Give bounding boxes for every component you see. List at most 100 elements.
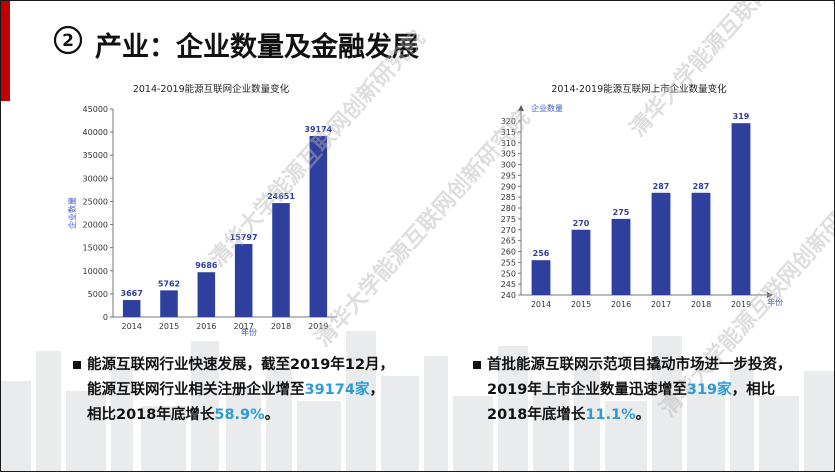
data-label-2019: 39174 — [304, 125, 332, 134]
y-tick-label: 15000 — [83, 244, 108, 253]
bar-2018 — [691, 192, 711, 295]
x-tick-label: 2015 — [571, 300, 591, 309]
data-label-2017: 287 — [653, 182, 670, 191]
y-tick-label: 290 — [501, 182, 516, 191]
y-tick-label: 315 — [501, 128, 516, 137]
y-axis-label: 企业数量 — [67, 197, 77, 229]
text: 2018年底增长 — [487, 407, 586, 423]
text: 。 — [264, 407, 280, 423]
svg-text:2: 2 — [62, 31, 74, 51]
bar-2014 — [122, 300, 141, 317]
x-tick-label: 2014 — [121, 322, 141, 331]
bullet-right-line2: 2019年上市企业数量迅速增至319家，相比 — [473, 378, 792, 403]
chart-listed-enterprise-count: 2014-2019能源互联网上市企业数量变化企业数量24024525025526… — [501, 83, 783, 309]
bullet-right-line3: 2018年底增长11.1%。 — [473, 403, 792, 428]
y-tick-label: 30000 — [83, 174, 108, 183]
x-tick-label: 2016 — [611, 300, 631, 309]
text: 相比2018年底增长 — [87, 407, 215, 423]
data-label-2015: 5762 — [158, 279, 180, 288]
section-number-badge: 2 — [53, 25, 83, 55]
y-tick-label: 275 — [501, 215, 516, 224]
bullet-right-line1: 首批能源互联网示范项目撬动市场进一步投资， — [487, 357, 792, 373]
x-axis-arrow — [767, 292, 773, 298]
y-tick-label: 260 — [501, 248, 516, 257]
text: ， — [369, 382, 384, 398]
bullet-marker — [473, 361, 481, 369]
y-tick-label: 285 — [501, 193, 516, 202]
bar-2015 — [160, 290, 178, 317]
y-tick-label: 240 — [501, 291, 516, 300]
y-tick-label: 20000 — [83, 221, 108, 230]
x-tick-label: 2019 — [308, 322, 328, 331]
page-title: 产业：企业数量及金融发展 — [95, 32, 419, 63]
bar-2015 — [571, 229, 591, 295]
x-tick-label: 2019 — [731, 300, 751, 309]
bar-2019 — [731, 123, 751, 295]
data-label-2016: 275 — [613, 208, 630, 217]
data-label-2018: 287 — [693, 182, 710, 191]
y-tick-label: 40000 — [83, 128, 108, 137]
data-label-2017: 15797 — [230, 233, 258, 242]
data-label-2019: 319 — [733, 112, 750, 121]
data-label-2016: 9686 — [195, 261, 218, 270]
text: 能源互联网行业相关注册企业增至 — [87, 382, 305, 398]
y-tick-label: 250 — [501, 269, 516, 278]
y-tick-label: 320 — [501, 117, 516, 126]
highlight-value: 58.9% — [214, 407, 265, 423]
x-tick-label: 2017 — [233, 322, 253, 331]
x-axis-label: 年份 — [767, 297, 783, 307]
y-tick-label: 245 — [501, 280, 516, 289]
y-tick-label: 295 — [501, 171, 516, 180]
y-tick-label: 25000 — [83, 197, 108, 206]
y-tick-label: 300 — [501, 161, 516, 170]
accent-bar — [1, 1, 10, 101]
y-tick-label: 0 — [103, 313, 108, 322]
data-label-2018: 24651 — [267, 192, 295, 201]
bullet-left-line1: 能源互联网行业快速发展，截至2019年12月， — [87, 357, 395, 373]
bar-2017 — [651, 192, 671, 295]
y-tick-label: 305 — [501, 150, 516, 159]
x-tick-label: 2018 — [271, 322, 291, 331]
skyline-background — [1, 331, 834, 471]
x-tick-label: 2016 — [196, 322, 216, 331]
chart-title: 2014-2019能源互联网企业数量变化 — [133, 83, 290, 95]
y-tick-label: 280 — [501, 204, 516, 213]
bar-2016 — [197, 272, 216, 317]
y-axis-arrow — [518, 105, 524, 111]
text: ，相比 — [731, 382, 776, 398]
bullet-right: 首批能源互联网示范项目撬动市场进一步投资， 2019年上市企业数量迅速增至319… — [473, 353, 792, 428]
y-axis-label: 企业数量 — [531, 103, 563, 113]
data-label-2014: 3667 — [121, 289, 143, 298]
x-tick-label: 2018 — [691, 300, 711, 309]
y-tick-label: 35000 — [83, 151, 108, 160]
highlight-value: 39174家 — [304, 382, 370, 398]
x-axis-label: 年份 — [241, 327, 257, 337]
bar-2019 — [309, 135, 328, 317]
bullet-left-line2: 能源互联网行业相关注册企业增至39174家， — [73, 378, 394, 403]
text: 2019年上市企业数量迅速增至 — [487, 382, 687, 398]
y-tick-label: 10000 — [83, 267, 108, 276]
y-tick-label: 270 — [501, 226, 516, 235]
bullet-marker — [73, 361, 81, 369]
bar-2017 — [234, 243, 253, 317]
bar-2016 — [611, 218, 631, 295]
y-tick-label: 45000 — [83, 105, 108, 114]
x-tick-label: 2015 — [159, 322, 179, 331]
x-tick-label: 2017 — [651, 300, 671, 309]
y-tick-label: 255 — [501, 258, 516, 267]
bullet-left-line3: 相比2018年底增长58.9%。 — [73, 403, 394, 428]
highlight-value: 11.1% — [585, 407, 636, 423]
bar-2014 — [531, 260, 551, 295]
x-tick-label: 2014 — [531, 300, 551, 309]
highlight-value: 319家 — [686, 382, 732, 398]
y-tick-label: 310 — [501, 139, 516, 148]
data-label-2015: 270 — [573, 219, 590, 228]
y-tick-label: 5000 — [88, 290, 108, 299]
y-tick-label: 265 — [501, 237, 516, 246]
data-label-2014: 256 — [533, 249, 550, 258]
bar-2018 — [272, 203, 290, 317]
bullet-left: 能源互联网行业快速发展，截至2019年12月， 能源互联网行业相关注册企业增至3… — [73, 353, 394, 428]
chart-title: 2014-2019能源互联网上市企业数量变化 — [551, 83, 727, 95]
